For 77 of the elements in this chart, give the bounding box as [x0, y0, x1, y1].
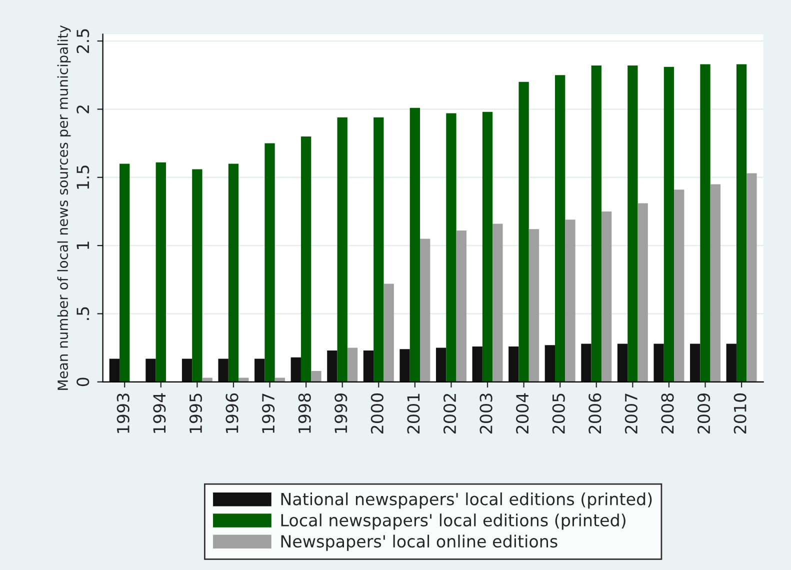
x-tick-label: 1998 — [298, 393, 311, 433]
x-tick-label: 2003 — [480, 394, 492, 434]
bar — [628, 66, 638, 382]
x-tick-label: 1999 — [334, 393, 348, 433]
bar — [337, 117, 348, 382]
bar — [300, 136, 312, 382]
bar — [363, 350, 374, 382]
bar — [311, 370, 322, 382]
bar — [710, 184, 720, 382]
bar — [120, 164, 130, 382]
bar — [109, 358, 120, 382]
bar — [327, 350, 338, 382]
bar — [591, 66, 602, 382]
bar — [410, 108, 420, 382]
bar — [192, 169, 202, 382]
bar — [472, 346, 482, 382]
bar — [726, 344, 736, 382]
x-tick-label: 2010 — [734, 393, 746, 434]
bar — [544, 345, 556, 382]
x-tick-label: 2004 — [516, 393, 529, 434]
bar — [492, 224, 503, 382]
bar — [228, 164, 239, 382]
bar — [436, 348, 446, 382]
x-tick-label: 1996 — [226, 393, 238, 433]
x-tick-label: 2002 — [443, 394, 456, 434]
bar — [690, 344, 700, 382]
bar — [254, 358, 265, 382]
bar — [218, 358, 228, 382]
bar — [347, 348, 358, 382]
bar — [290, 357, 301, 382]
bar — [654, 344, 664, 382]
bar — [456, 230, 466, 382]
bar — [746, 173, 757, 382]
y-axis-title: Mean number of local news sources per municipality — [57, 25, 71, 390]
bar — [508, 346, 519, 382]
bar — [528, 229, 540, 382]
bar — [581, 344, 592, 382]
bar — [664, 66, 674, 382]
y-tick-label: 2 — [76, 106, 89, 114]
bar — [555, 75, 566, 382]
bar — [601, 211, 612, 382]
x-tick-label: 2009 — [697, 393, 710, 434]
x-tick-label: 2008 — [661, 393, 674, 434]
bar — [736, 64, 747, 382]
bar — [420, 238, 430, 382]
x-tick-label: 2005 — [552, 394, 565, 434]
bar — [400, 349, 410, 382]
bar — [674, 190, 684, 382]
bar — [518, 82, 529, 382]
y-tick-label: 2.5 — [76, 29, 90, 54]
x-tick-label: 2006 — [588, 393, 602, 434]
legend-label: National newspapers' local editions (printed) — [281, 492, 652, 509]
x-tick-label: 1994 — [153, 393, 166, 433]
x-tick-label: 1995 — [189, 394, 202, 433]
bar — [264, 143, 275, 382]
bar — [156, 162, 166, 382]
bar — [374, 117, 384, 382]
bar — [617, 344, 628, 382]
bar — [446, 113, 456, 382]
legend-label: Newspapers' local online editions — [281, 534, 558, 551]
bar — [700, 64, 710, 382]
bar — [384, 284, 394, 382]
bar — [146, 358, 156, 382]
y-tick-label: 0 — [76, 378, 90, 386]
y-tick-label: 1.5 — [76, 166, 90, 189]
bar — [482, 112, 493, 382]
bar — [638, 203, 648, 382]
x-tick-label: 2007 — [624, 394, 638, 434]
x-tick-label: 2000 — [370, 393, 384, 434]
x-tick-label: 1997 — [262, 394, 275, 433]
bar — [182, 358, 192, 382]
x-tick-label: 2001 — [407, 394, 420, 434]
legend-label: Local newspapers' local editions (printed) — [281, 514, 626, 530]
bar — [565, 220, 576, 382]
y-tick-label: 1 — [76, 242, 89, 250]
x-tick-label: 1993 — [116, 394, 130, 433]
y-tick-label: .5 — [76, 307, 90, 320]
